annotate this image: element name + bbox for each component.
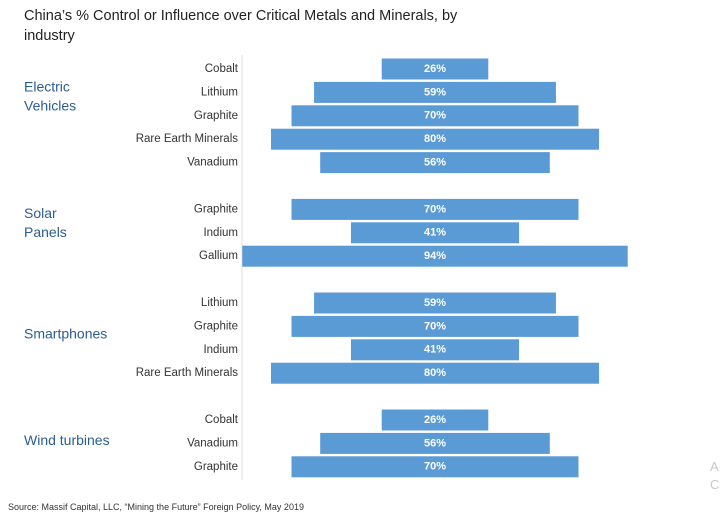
value-label: 56% xyxy=(424,157,446,169)
value-label: 80% xyxy=(424,367,446,379)
category-label: Graphite xyxy=(194,461,238,473)
group-label-line: Wind turbines xyxy=(24,432,110,448)
category-label: Cobalt xyxy=(205,414,239,426)
group-label-line: Panels xyxy=(24,224,67,240)
bar xyxy=(350,339,520,361)
value-label: 70% xyxy=(424,461,446,473)
value-label: 41% xyxy=(424,227,446,239)
group-label-2: Solar Panels xyxy=(24,205,67,240)
bar xyxy=(350,222,520,244)
value-label: 70% xyxy=(424,203,446,215)
value-label: 26% xyxy=(424,414,446,426)
bar xyxy=(271,128,599,150)
category-label: Lithium xyxy=(201,297,238,309)
group-label-line: Electric xyxy=(24,78,70,94)
value-label: 70% xyxy=(424,110,446,122)
category-label: Vanadium xyxy=(187,437,238,449)
bar xyxy=(242,245,628,267)
value-label: 59% xyxy=(424,86,446,98)
bar xyxy=(320,152,550,174)
value-label: 56% xyxy=(424,437,446,449)
bar xyxy=(314,81,556,103)
bar xyxy=(271,362,599,384)
group-label-line: Solar xyxy=(24,205,57,221)
bar xyxy=(291,315,579,337)
category-label: Rare Earth Minerals xyxy=(136,133,239,145)
category-label: Indium xyxy=(203,227,238,239)
value-label: 41% xyxy=(424,344,446,356)
edge-mark-c: C xyxy=(710,477,720,492)
edge-mark-a: A xyxy=(710,459,719,474)
bar xyxy=(291,105,579,127)
value-label: 26% xyxy=(424,63,446,75)
category-label: Graphite xyxy=(194,203,238,215)
group-label-1: Electric Vehicles xyxy=(24,78,76,113)
bar xyxy=(291,198,579,220)
category-label: Lithium xyxy=(201,86,238,98)
bar xyxy=(320,432,550,454)
source-note: Source: Massif Capital, LLC, “Mining the… xyxy=(8,502,304,512)
category-label: Vanadium xyxy=(187,157,238,169)
group-label-line: Vehicles xyxy=(24,97,76,113)
bar xyxy=(381,409,489,431)
value-label: 59% xyxy=(424,297,446,309)
category-label: Graphite xyxy=(194,110,238,122)
chart-title: China’s % Control or Influence over Crit… xyxy=(24,8,458,44)
bar xyxy=(291,456,579,478)
group-label-4: Wind turbines xyxy=(24,432,110,448)
category-label: Rare Earth Minerals xyxy=(136,367,239,379)
value-label: 94% xyxy=(424,250,446,262)
bar xyxy=(381,58,489,80)
category-label: Indium xyxy=(203,344,238,356)
group-label-line: Smartphones xyxy=(24,325,107,341)
bar xyxy=(314,292,556,314)
category-label: Gallium xyxy=(199,250,238,262)
category-label: Graphite xyxy=(194,320,238,332)
category-label: Cobalt xyxy=(205,63,239,75)
value-label: 80% xyxy=(424,133,446,145)
value-label: 70% xyxy=(424,320,446,332)
chart: Electric Vehicles Cobalt 26% Lithium 59% Graph… xyxy=(24,55,628,480)
group-label-3: Smartphones xyxy=(24,325,107,341)
